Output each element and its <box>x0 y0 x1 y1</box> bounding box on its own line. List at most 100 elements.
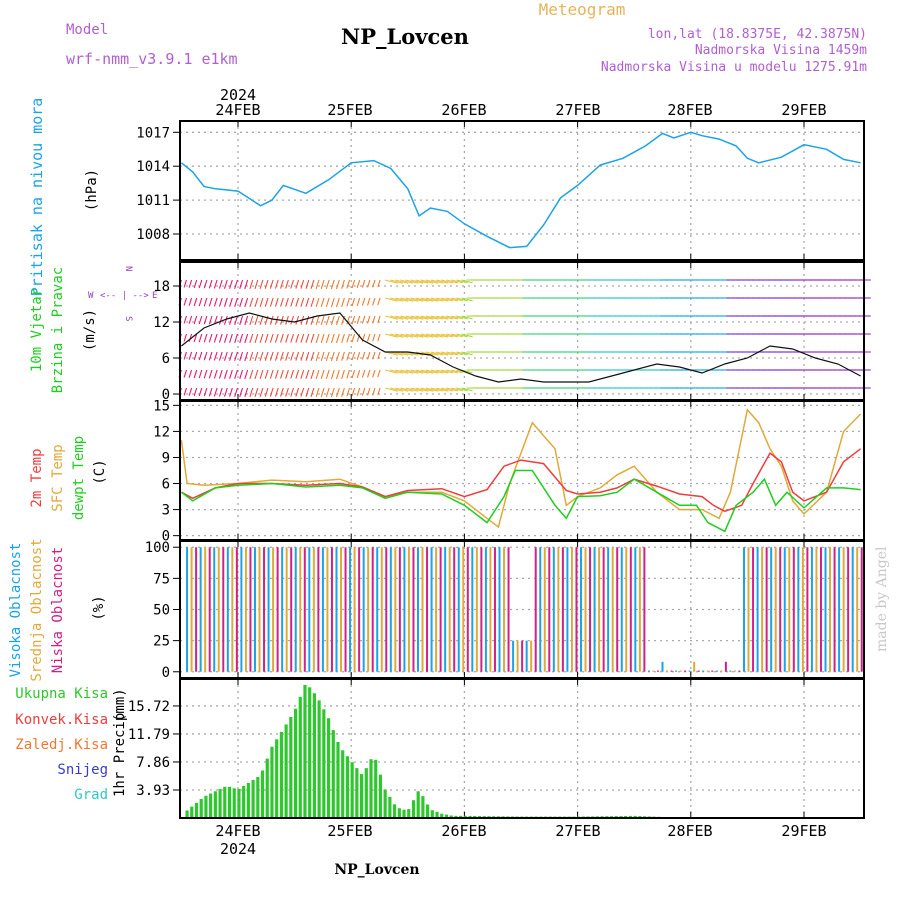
wind-barb <box>239 369 244 380</box>
y-tick-label: 7.86 <box>136 755 170 771</box>
wind-barb <box>341 333 345 343</box>
wind-barb <box>346 351 351 361</box>
wind-barb <box>346 333 351 343</box>
wind-barb <box>188 351 193 360</box>
top-day-labels: 24FEB 25FEB 26FEB 27FEB 28FEB 29FEB <box>215 101 826 119</box>
precip-bar <box>331 730 335 818</box>
wind-barb <box>372 351 376 360</box>
wind-barb <box>218 351 223 361</box>
wind-barb <box>456 279 468 284</box>
wind-barb <box>430 315 444 320</box>
precip-bar <box>463 815 467 818</box>
wind-barb <box>405 369 419 374</box>
wind-barb <box>372 315 376 324</box>
wind-barb <box>234 315 238 325</box>
wind-barb <box>377 333 381 342</box>
wind-barb <box>410 279 424 284</box>
wind-ylabel-2: Brzina i Pravac <box>50 267 66 393</box>
wind-barb <box>249 387 254 398</box>
precip-bar <box>194 802 199 818</box>
wind-barb <box>295 315 300 325</box>
wind-barb <box>254 387 259 397</box>
wind-barb <box>451 279 463 284</box>
wind-barb <box>377 297 381 306</box>
wind-barb <box>183 351 188 360</box>
wind-barb <box>259 369 264 379</box>
sfc-temp-line <box>180 408 862 529</box>
wind-barb <box>400 333 414 338</box>
wind-barb <box>461 279 473 284</box>
wind-barb <box>315 333 320 343</box>
y-tick-label: 18 <box>153 279 170 295</box>
pressure-panel: 1008 1011 1014 1017 <box>136 121 864 260</box>
wind-barb <box>203 369 208 379</box>
wind-barb <box>325 351 330 362</box>
wind-barb <box>372 369 376 378</box>
wind-barb <box>425 387 439 392</box>
wind-barb <box>305 279 310 289</box>
wind-barb <box>351 297 356 307</box>
wind-barb <box>361 387 366 396</box>
precip-bar <box>364 768 368 818</box>
wind-barb <box>377 387 381 396</box>
precip-bar <box>317 700 321 818</box>
wind-barb <box>361 315 366 324</box>
wind-barb <box>239 387 244 398</box>
wind-barb <box>193 333 198 343</box>
precip-bar <box>378 774 383 818</box>
wind-barb <box>234 333 238 343</box>
wind-barb <box>295 297 300 307</box>
wind-barb <box>420 297 434 302</box>
wind-barb <box>254 333 259 343</box>
wind-barb <box>234 387 238 397</box>
top-day-label: 29FEB <box>781 101 826 119</box>
wind-barb <box>234 351 238 361</box>
wind-barb <box>183 369 188 378</box>
dewpt-line <box>180 469 861 533</box>
wind-barb <box>367 369 371 378</box>
legend-freezing-rain: Zaledj.Kisa <box>15 737 108 753</box>
precip-bar <box>242 785 246 818</box>
wind-barb <box>300 333 305 343</box>
wind-barb <box>305 387 310 397</box>
wind-barb <box>446 369 459 374</box>
wind-barb <box>249 297 254 308</box>
wind-barb <box>280 333 284 343</box>
wind-barb <box>425 369 439 374</box>
wind-barb <box>213 297 218 307</box>
wind-barb <box>259 351 264 361</box>
wind-barb <box>351 369 356 379</box>
wind-barb <box>372 297 376 306</box>
wind-barb <box>361 279 366 288</box>
wind-barb <box>330 351 335 362</box>
wind-barb <box>234 279 238 289</box>
wind-barb <box>335 387 340 398</box>
wind-barb <box>295 369 300 379</box>
wind-barb <box>229 369 233 379</box>
wind-barb <box>183 333 188 342</box>
wind-barb <box>356 315 361 324</box>
wind-barb <box>335 333 340 344</box>
y-tick-label: 1008 <box>136 227 170 243</box>
y-tick-label: 1014 <box>136 159 170 175</box>
wind-barb <box>280 387 284 397</box>
wind-legend-arrows: <-- | --> <box>100 291 149 301</box>
precip-bar <box>227 786 232 818</box>
wind-barb <box>446 333 459 338</box>
wind-barb <box>315 387 320 397</box>
wind-barb <box>305 369 310 379</box>
wind-barb <box>198 297 203 307</box>
y-tick-label: 6 <box>162 351 170 367</box>
wind-barb <box>341 369 345 379</box>
wind-barb <box>335 369 340 380</box>
wind-barb <box>208 279 213 289</box>
precipitation-panel: 3.93 7.86 11.79 15.72 <box>128 679 864 818</box>
wind-barb <box>234 297 238 307</box>
y-tick-label: 3 <box>162 503 170 519</box>
wind-barb <box>425 315 439 320</box>
bottom-day-label: 29FEB <box>781 822 826 840</box>
y-tick-label: 0 <box>162 665 170 681</box>
wind-barb <box>285 315 289 325</box>
wind-ylabel-group: 10m Vjetar Brzina i Pravac (m/s) W E N S… <box>29 266 157 393</box>
